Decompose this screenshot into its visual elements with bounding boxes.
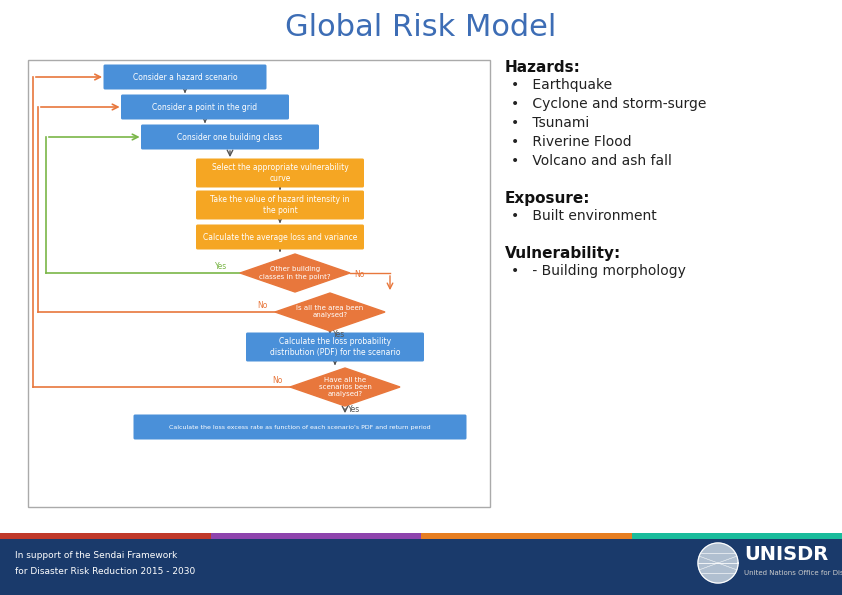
FancyBboxPatch shape bbox=[0, 533, 842, 595]
Text: Yes: Yes bbox=[215, 262, 227, 271]
Text: No: No bbox=[257, 301, 268, 310]
Text: Global Risk Model: Global Risk Model bbox=[285, 12, 557, 42]
Text: Have all the
scenarios been
analysed?: Have all the scenarios been analysed? bbox=[318, 377, 371, 397]
Text: •   Earthquake: • Earthquake bbox=[511, 78, 612, 92]
Text: Hazards:: Hazards: bbox=[505, 60, 581, 75]
FancyBboxPatch shape bbox=[196, 224, 364, 249]
Text: •   Volcano and ash fall: • Volcano and ash fall bbox=[511, 154, 672, 168]
Text: No: No bbox=[272, 376, 282, 385]
FancyBboxPatch shape bbox=[210, 533, 421, 539]
FancyBboxPatch shape bbox=[632, 533, 842, 539]
Text: In support of the Sendai Framework: In support of the Sendai Framework bbox=[15, 550, 178, 559]
Text: UNISDR: UNISDR bbox=[744, 546, 829, 565]
Text: Calculate the loss probability
distribution (PDF) for the scenario: Calculate the loss probability distribut… bbox=[269, 337, 400, 356]
Text: Yes: Yes bbox=[333, 330, 345, 339]
Text: Other building
classes in the point?: Other building classes in the point? bbox=[259, 267, 331, 280]
Text: Calculate the average loss and variance: Calculate the average loss and variance bbox=[203, 233, 357, 242]
Text: Calculate the loss excess rate as function of each scenario's PDF and return per: Calculate the loss excess rate as functi… bbox=[169, 424, 431, 430]
Text: Consider a point in the grid: Consider a point in the grid bbox=[152, 102, 258, 111]
Text: •   Cyclone and storm-surge: • Cyclone and storm-surge bbox=[511, 97, 706, 111]
FancyBboxPatch shape bbox=[104, 64, 267, 89]
FancyBboxPatch shape bbox=[121, 95, 289, 120]
Text: for Disaster Risk Reduction 2015 - 2030: for Disaster Risk Reduction 2015 - 2030 bbox=[15, 566, 195, 575]
Text: Take the value of hazard intensity in
the point: Take the value of hazard intensity in th… bbox=[210, 195, 349, 215]
Polygon shape bbox=[240, 254, 350, 292]
Text: •   Tsunami: • Tsunami bbox=[511, 116, 589, 130]
Text: United Nations Office for Disaster Risk Reduction: United Nations Office for Disaster Risk … bbox=[744, 570, 842, 576]
Text: Is all the area been
analysed?: Is all the area been analysed? bbox=[296, 305, 364, 318]
FancyBboxPatch shape bbox=[246, 333, 424, 362]
Text: Vulnerability:: Vulnerability: bbox=[505, 246, 621, 261]
FancyBboxPatch shape bbox=[28, 60, 490, 507]
Text: •   Built environment: • Built environment bbox=[511, 209, 657, 223]
Text: Select the appropriate vulnerability
curve: Select the appropriate vulnerability cur… bbox=[211, 163, 349, 183]
FancyBboxPatch shape bbox=[196, 158, 364, 187]
Text: •   Riverine Flood: • Riverine Flood bbox=[511, 135, 632, 149]
Text: Consider a hazard scenario: Consider a hazard scenario bbox=[133, 73, 237, 82]
Circle shape bbox=[698, 543, 738, 583]
Text: •   - Building morphology: • - Building morphology bbox=[511, 264, 686, 278]
FancyBboxPatch shape bbox=[134, 415, 466, 440]
FancyBboxPatch shape bbox=[421, 533, 632, 539]
FancyBboxPatch shape bbox=[141, 124, 319, 149]
Text: Exposure:: Exposure: bbox=[505, 191, 590, 206]
FancyBboxPatch shape bbox=[196, 190, 364, 220]
FancyBboxPatch shape bbox=[0, 533, 210, 539]
Polygon shape bbox=[275, 293, 385, 331]
Text: Consider one building class: Consider one building class bbox=[178, 133, 283, 142]
Polygon shape bbox=[290, 368, 400, 406]
Text: No: No bbox=[354, 270, 365, 279]
Text: Yes: Yes bbox=[348, 405, 360, 414]
